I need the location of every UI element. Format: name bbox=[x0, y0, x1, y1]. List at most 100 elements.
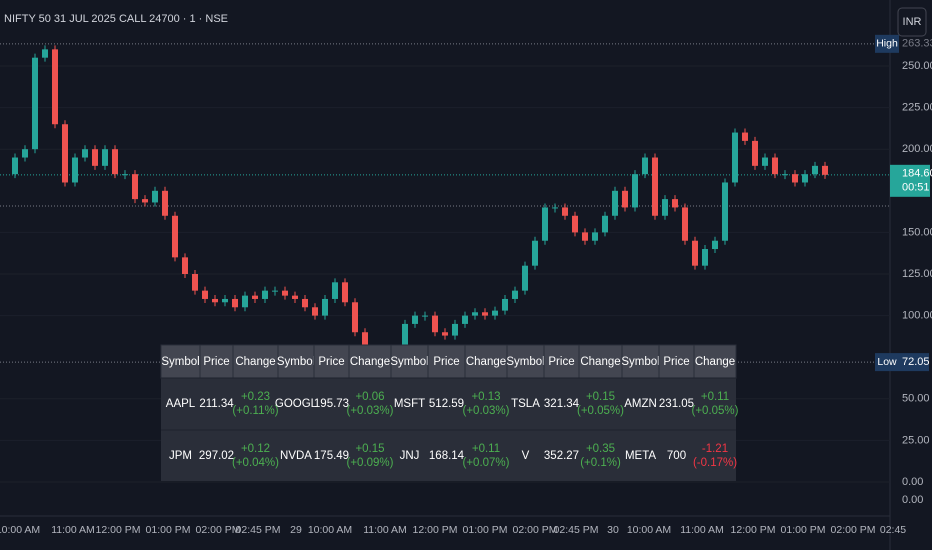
candle-body bbox=[222, 298, 228, 303]
header-text: Price bbox=[433, 356, 459, 368]
time-tick-label: 02:45 PM bbox=[236, 524, 281, 536]
change-text: +0.12 bbox=[241, 443, 270, 455]
candle-body bbox=[532, 240, 538, 266]
change-text: (+0.04%) bbox=[232, 457, 279, 469]
candle-body bbox=[622, 190, 628, 208]
change-text: (+0.07%) bbox=[463, 457, 510, 469]
time-tick-label: 01:00 PM bbox=[781, 524, 826, 536]
candle-body bbox=[132, 174, 138, 200]
candle-body bbox=[402, 323, 408, 349]
header-text: Price bbox=[548, 356, 574, 368]
time-tick-label: 12:00 PM bbox=[413, 524, 458, 536]
candle-body bbox=[102, 149, 108, 166]
candle-body bbox=[12, 157, 18, 175]
time-tick-label: 12:00 PM bbox=[96, 524, 141, 536]
currency-label[interactable]: INR bbox=[903, 16, 922, 28]
candle-body bbox=[492, 310, 498, 316]
currency-button[interactable] bbox=[897, 7, 927, 37]
time-tick-label: 11:00 AM bbox=[51, 524, 95, 536]
cell-text: MSFT bbox=[394, 398, 425, 410]
price-tick-label: 0.00 bbox=[902, 494, 923, 506]
time-tick-label: 10:00 AM bbox=[0, 524, 40, 536]
candle-body bbox=[792, 174, 798, 183]
candle-body bbox=[522, 265, 528, 291]
change-text: (+0.05%) bbox=[692, 405, 739, 417]
symbol-title: NIFTY 50 31 JUL 2025 CALL 24700 · 1 · NS… bbox=[4, 13, 228, 25]
cell-text: 700 bbox=[667, 450, 686, 462]
candle-body bbox=[782, 174, 788, 176]
candle-body bbox=[812, 165, 818, 175]
candle-body bbox=[772, 157, 778, 175]
cell-text: 195.73 bbox=[314, 398, 349, 410]
countdown-label: 00:51 bbox=[902, 182, 930, 194]
time-tick-label: 02:00 PM bbox=[513, 524, 558, 536]
change-text: (+0.1%) bbox=[580, 457, 621, 469]
candle-body bbox=[342, 282, 348, 303]
candle-body bbox=[282, 290, 288, 296]
cell-text: 321.34 bbox=[544, 398, 580, 410]
candle-body bbox=[322, 298, 328, 316]
candle-body bbox=[602, 215, 608, 233]
candle-body bbox=[702, 249, 708, 266]
time-tick-label: 01:00 PM bbox=[146, 524, 191, 536]
low-label: Low bbox=[877, 356, 897, 368]
candle-body bbox=[312, 307, 318, 316]
header-text: Symbol bbox=[506, 356, 544, 368]
cell-text: 175.49 bbox=[314, 450, 349, 462]
cell-text: 512.59 bbox=[429, 398, 464, 410]
time-tick-label: 10:00 AM bbox=[308, 524, 352, 536]
candle-body bbox=[672, 199, 678, 208]
candle-body bbox=[82, 149, 88, 158]
candle-body bbox=[642, 157, 648, 175]
time-tick-label: 02:45 PM bbox=[554, 524, 599, 536]
candle-body bbox=[152, 190, 158, 203]
cell-text: META bbox=[625, 450, 656, 462]
cell-text: JNJ bbox=[400, 450, 420, 462]
candle-body bbox=[252, 295, 258, 299]
candle-body bbox=[722, 182, 728, 241]
cell-text: 297.02 bbox=[199, 450, 234, 462]
candle-body bbox=[142, 199, 148, 203]
header-text: Change bbox=[350, 356, 390, 368]
candle-body bbox=[822, 165, 828, 175]
cell-text: 352.27 bbox=[544, 450, 579, 462]
price-tick-label: 50.00 bbox=[902, 393, 930, 405]
price-tick-label: 25.00 bbox=[902, 434, 930, 446]
candle-body bbox=[92, 149, 98, 166]
candle-body bbox=[22, 149, 28, 158]
time-tick-label: 11:00 AM bbox=[363, 524, 407, 536]
candle-body bbox=[412, 315, 418, 324]
candle-body bbox=[482, 312, 488, 316]
low-box bbox=[875, 353, 899, 372]
cell-text: AAPL bbox=[166, 398, 196, 410]
low-value-box bbox=[899, 353, 929, 372]
change-text: +0.23 bbox=[241, 391, 270, 403]
candle-body bbox=[32, 57, 38, 150]
price-tick-label: 125.00 bbox=[902, 268, 932, 280]
change-text: (-0.17%) bbox=[693, 457, 737, 469]
header-text: Change bbox=[466, 356, 506, 368]
candle-body bbox=[362, 332, 368, 349]
candle-body bbox=[122, 174, 128, 176]
change-text: +0.06 bbox=[355, 391, 384, 403]
change-text: (+0.03%) bbox=[463, 405, 510, 417]
candle-body bbox=[472, 312, 478, 316]
change-text: +0.35 bbox=[586, 443, 615, 455]
cell-text: 168.14 bbox=[429, 450, 465, 462]
candle-body bbox=[432, 315, 438, 333]
cell-text: GOOGL bbox=[275, 398, 318, 410]
candle-body bbox=[612, 190, 618, 216]
change-text: (+0.05%) bbox=[577, 405, 624, 417]
time-tick-label: 11:00 AM bbox=[680, 524, 724, 536]
cell-text: 231.05 bbox=[659, 398, 694, 410]
candle-body bbox=[212, 298, 218, 303]
header-text: Symbol bbox=[161, 356, 199, 368]
candle-body bbox=[242, 295, 248, 308]
header-text: Price bbox=[663, 356, 689, 368]
candle-body bbox=[802, 174, 808, 183]
candle-body bbox=[52, 49, 58, 125]
candle-body bbox=[202, 290, 208, 299]
candle-body bbox=[302, 298, 308, 308]
time-tick-label: 10:00 AM bbox=[627, 524, 671, 536]
time-tick-label: 02:00 PM bbox=[196, 524, 241, 536]
